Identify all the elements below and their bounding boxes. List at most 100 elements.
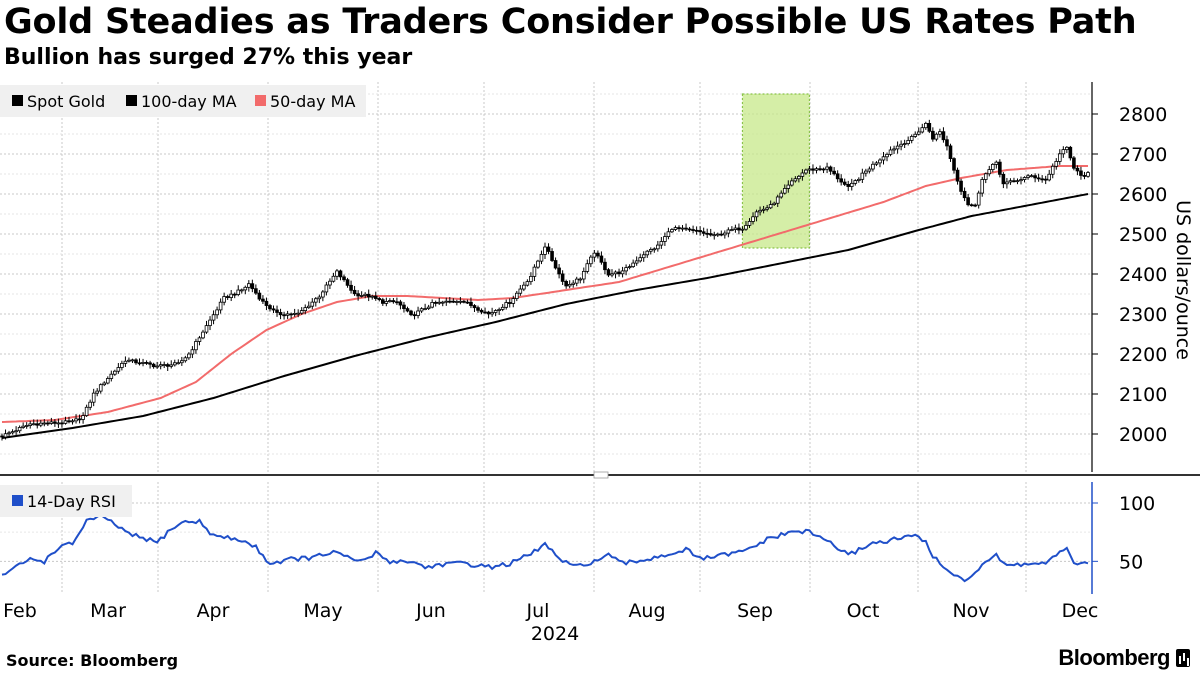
candle-body [296,312,300,315]
candle [81,412,85,424]
candle [180,356,184,366]
page-title: Gold Steadies as Traders Consider Possib… [4,2,1137,42]
candle [381,297,385,306]
candle [349,280,353,294]
candle [825,162,829,174]
candle-body [46,422,50,425]
candle-body [733,227,738,230]
candle [444,297,449,306]
candle-body [275,309,279,313]
candle-body [744,224,748,230]
candle [278,308,283,320]
candle-body [659,241,664,246]
candle [945,135,949,151]
candle [476,305,480,313]
candle-body [465,301,470,304]
candle [56,418,61,428]
candle-body [835,173,840,180]
candle [127,357,131,363]
candle [758,206,762,216]
candle [673,225,678,231]
candle [864,168,868,177]
candle [314,297,318,307]
candle-body [740,228,745,231]
candle [1005,177,1009,189]
y-tick-label: 2200 [1119,344,1167,366]
candle [84,404,89,417]
candle-body [91,392,96,403]
candle-body [638,257,643,262]
candle-body [1054,161,1059,167]
candle-body [455,301,459,303]
candle-body [419,308,424,312]
candle [578,277,583,284]
candle [412,311,417,320]
candle [634,256,639,266]
candle-body [888,149,893,155]
candle-body [624,267,628,272]
candle-body [264,300,269,306]
candle-body [962,190,967,199]
candle [296,309,300,318]
candle [95,388,100,397]
candle-body [522,284,526,290]
candle [299,307,304,315]
candle [589,254,593,268]
candle [1082,171,1087,180]
candle-body [906,140,910,144]
candle-body [257,292,262,300]
candle [363,292,367,299]
candle-body [1001,173,1006,185]
candle-body [677,227,681,230]
candle-body [426,306,431,309]
candle [500,304,505,312]
candle-body [723,232,727,236]
candle-body [201,331,205,339]
candle-body [765,207,769,210]
candle-body [116,367,121,372]
candle-body [966,197,970,206]
candle [409,309,413,317]
candle-body [779,192,784,198]
candle-body [782,188,787,194]
candle [303,304,308,315]
candle-body [31,423,36,426]
candle-body [331,275,336,282]
legend-swatch-100-day-ma [126,95,137,106]
candle-body [476,307,480,311]
panel-resize-handle [593,471,609,479]
candle [518,285,523,296]
candle [666,227,671,240]
candle [779,190,784,199]
candle-body [176,362,181,365]
candle-body [945,139,949,147]
candle-body [229,293,233,298]
candle [225,294,230,300]
candle-body [892,148,896,151]
candle [345,277,350,288]
candle-body [871,163,875,170]
candle-body [927,122,932,132]
candle-body [560,273,565,282]
candle [395,297,399,306]
candle-body [1036,177,1041,180]
candle-body [955,169,960,182]
x-tick-label-mar: Mar [90,600,126,622]
candle [888,146,893,157]
candle-body [63,420,68,424]
candle-body [1015,180,1020,183]
candle [772,201,776,206]
candle-body [518,288,523,294]
candle [807,165,812,175]
candle [239,288,244,294]
candle-body [948,145,953,159]
candle [116,363,121,374]
candle [765,204,769,212]
candle [222,292,226,306]
candle [176,359,181,365]
candle-body [857,178,861,181]
candle [158,361,163,370]
candle [328,278,332,289]
highlight-box [741,93,811,249]
candle [913,131,918,138]
